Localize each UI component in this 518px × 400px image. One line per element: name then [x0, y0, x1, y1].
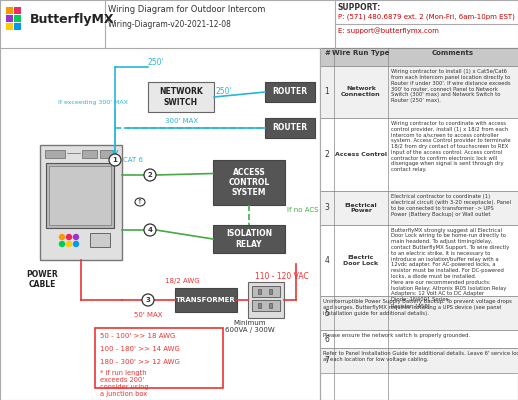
Bar [252, 286, 280, 297]
Bar [148, 82, 214, 112]
Text: 50' MAX: 50' MAX [134, 312, 162, 318]
Bar [0, 0, 518, 48]
Bar [320, 330, 518, 348]
Text: ROUTER: ROUTER [272, 88, 308, 96]
Text: 250': 250' [216, 87, 233, 96]
Bar [258, 303, 261, 308]
Bar [248, 282, 284, 318]
Text: 5: 5 [325, 309, 329, 318]
Bar [45, 150, 65, 158]
Text: Electrical contractor to coordinate (1)
electrical circuit (with 3-20 receptacle: Electrical contractor to coordinate (1) … [391, 194, 511, 217]
Text: 3: 3 [325, 204, 329, 212]
Text: 2: 2 [148, 172, 152, 178]
Circle shape [144, 169, 156, 181]
Text: Refer to Panel Installation Guide for additional details. Leave 6' service loop
: Refer to Panel Installation Guide for ad… [323, 351, 518, 362]
Text: TRANSFORMER: TRANSFORMER [176, 297, 236, 303]
Text: Electric
Door Lock: Electric Door Lock [343, 255, 379, 266]
Circle shape [109, 154, 121, 166]
Text: 1: 1 [112, 157, 118, 163]
Bar [49, 166, 111, 225]
Text: CAT 6: CAT 6 [123, 157, 143, 163]
Text: If exceeding 300' MAX: If exceeding 300' MAX [58, 100, 128, 105]
Text: 300' MAX: 300' MAX [165, 118, 198, 124]
Text: E: support@butterflymx.com: E: support@butterflymx.com [338, 27, 439, 34]
Bar [46, 163, 114, 228]
Bar [6, 23, 13, 30]
Bar [82, 150, 97, 158]
Text: Access Control: Access Control [335, 152, 387, 157]
Text: Wiring-Diagram-v20-2021-12-08: Wiring-Diagram-v20-2021-12-08 [108, 20, 232, 29]
Bar [320, 348, 518, 373]
Bar [320, 225, 518, 296]
Text: NETWORK
SWITCH: NETWORK SWITCH [159, 87, 203, 107]
Text: ButterflyMX strongly suggest all Electrical
Door Lock wiring to be home-run dire: ButterflyMX strongly suggest all Electri… [391, 228, 509, 308]
Text: 1: 1 [325, 87, 329, 96]
Text: Comments: Comments [432, 50, 474, 56]
Text: Please ensure the network switch is properly grounded.: Please ensure the network switch is prop… [323, 333, 470, 338]
Circle shape [60, 242, 65, 246]
Text: 6: 6 [325, 334, 329, 344]
Bar [320, 191, 518, 225]
Circle shape [60, 234, 65, 240]
Text: 3: 3 [146, 297, 150, 303]
Bar [14, 15, 21, 22]
Bar [100, 150, 115, 158]
Bar [320, 48, 518, 66]
Text: SUPPORT:: SUPPORT: [338, 3, 381, 12]
Text: Wire Run Type: Wire Run Type [332, 50, 390, 56]
Bar [265, 82, 315, 102]
Circle shape [74, 242, 79, 246]
Bar [90, 233, 110, 247]
Text: Wiring Diagram for Outdoor Intercom: Wiring Diagram for Outdoor Intercom [108, 5, 265, 14]
Circle shape [144, 224, 156, 236]
Text: If no ACS: If no ACS [287, 207, 319, 213]
Text: ISOLATION
RELAY: ISOLATION RELAY [226, 229, 272, 249]
Bar [320, 296, 518, 330]
Text: 110 - 120 VAC: 110 - 120 VAC [255, 272, 309, 281]
Bar [95, 328, 223, 388]
Bar [6, 15, 13, 22]
Bar [258, 289, 261, 294]
Bar [213, 160, 285, 205]
Bar [14, 7, 21, 14]
Text: ACCESS
CONTROL
SYSTEM: ACCESS CONTROL SYSTEM [228, 168, 270, 198]
Bar [269, 303, 272, 308]
Bar [14, 23, 21, 30]
Text: #: # [324, 50, 330, 56]
Text: Wiring contractor to coordinate with access
control provider, install (1) x 18/2: Wiring contractor to coordinate with acc… [391, 121, 511, 172]
Text: 50 - 100' >> 18 AWG: 50 - 100' >> 18 AWG [100, 333, 176, 339]
Circle shape [74, 234, 79, 240]
Circle shape [66, 234, 71, 240]
Bar [175, 288, 237, 312]
Text: 7: 7 [325, 356, 329, 365]
Text: POWER
CABLE: POWER CABLE [26, 270, 58, 290]
Bar [213, 225, 285, 253]
Text: ↑: ↑ [137, 199, 143, 205]
Text: Uninterruptible Power Supply Battery Backup. To prevent voltage drops
and surges: Uninterruptible Power Supply Battery Bac… [323, 300, 512, 316]
Text: ButterflyMX: ButterflyMX [30, 13, 114, 26]
Bar [320, 66, 518, 118]
Text: 180 - 300' >> 12 AWG: 180 - 300' >> 12 AWG [100, 359, 180, 365]
Text: 4: 4 [325, 256, 329, 265]
Text: 250': 250' [148, 58, 165, 67]
Text: P: (571) 480.6879 ext. 2 (Mon-Fri, 6am-10pm EST): P: (571) 480.6879 ext. 2 (Mon-Fri, 6am-1… [338, 14, 515, 20]
Bar [252, 300, 280, 311]
Bar [320, 118, 518, 191]
Bar [269, 289, 272, 294]
Text: Network
Connection: Network Connection [341, 86, 381, 97]
Text: Electrical
Power: Electrical Power [344, 202, 377, 213]
Text: ROUTER: ROUTER [272, 124, 308, 132]
Circle shape [142, 294, 154, 306]
Text: 4: 4 [148, 227, 152, 233]
Text: * if run length
exceeds 200'
consider using
a junction box: * if run length exceeds 200' consider us… [100, 370, 149, 397]
Ellipse shape [135, 198, 145, 206]
Circle shape [66, 242, 71, 246]
Bar [320, 48, 518, 400]
Bar [6, 7, 13, 14]
Text: 2: 2 [325, 150, 329, 159]
Text: 18/2 AWG: 18/2 AWG [165, 278, 199, 284]
Bar [40, 145, 122, 260]
Bar [265, 118, 315, 138]
Text: Minimum
600VA / 300W: Minimum 600VA / 300W [225, 320, 275, 333]
Text: 100 - 180' >> 14 AWG: 100 - 180' >> 14 AWG [100, 346, 180, 352]
